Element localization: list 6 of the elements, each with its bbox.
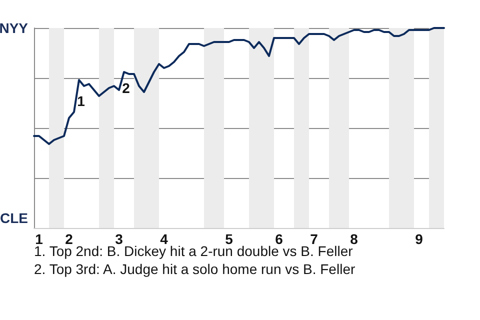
text: 2. Top 3rd: A. Judge hit a solo home run vs B. Feller: [34, 261, 356, 277]
annotation: 2: [122, 80, 130, 96]
text: CLE: [0, 210, 28, 226]
annotation: 1: [77, 93, 86, 109]
x-tick-label: 9: [415, 231, 424, 247]
text: NYY: [0, 20, 29, 36]
